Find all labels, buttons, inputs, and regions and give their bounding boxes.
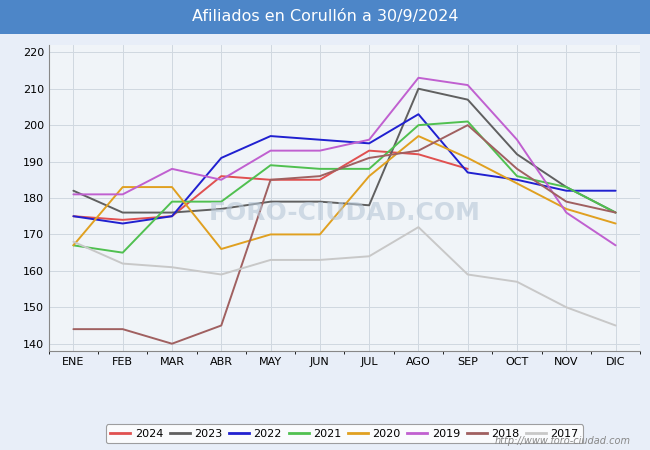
Text: Afiliados en Corullón a 30/9/2024: Afiliados en Corullón a 30/9/2024 (192, 9, 458, 24)
Legend: 2024, 2023, 2022, 2021, 2020, 2019, 2018, 2017: 2024, 2023, 2022, 2021, 2020, 2019, 2018… (106, 424, 583, 443)
Text: FORO-CIUDAD.COM: FORO-CIUDAD.COM (209, 201, 480, 225)
Text: http://www.foro-ciudad.com: http://www.foro-ciudad.com (495, 436, 630, 446)
